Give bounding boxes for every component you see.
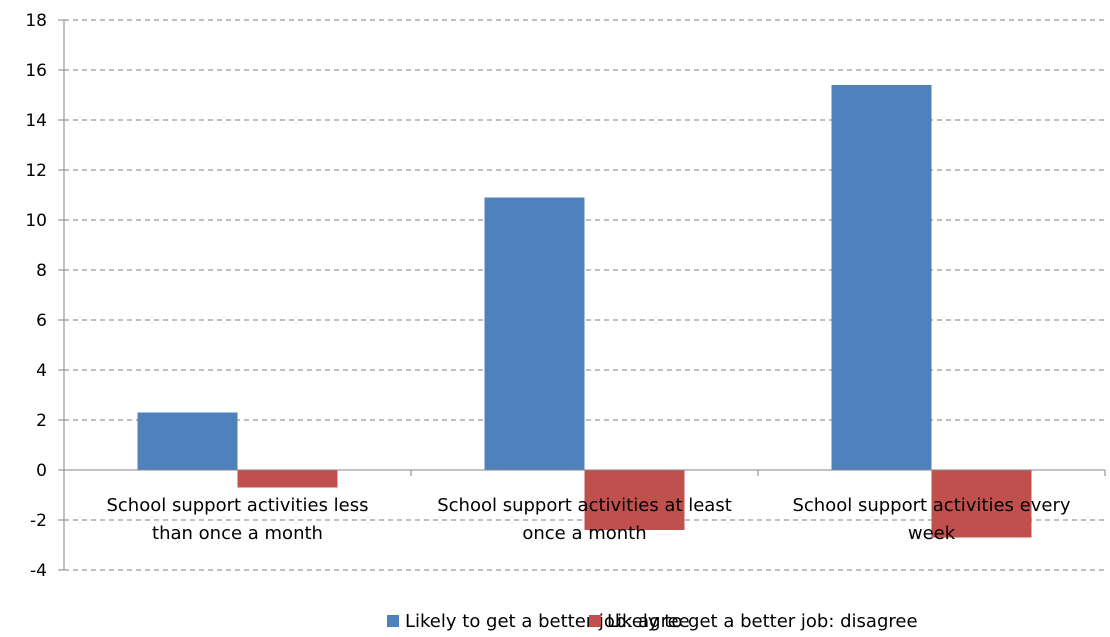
y-tick-label: 18 — [25, 11, 47, 31]
x-category-label: once a month — [522, 523, 646, 544]
y-tick-label: 6 — [36, 311, 47, 331]
x-category-label: than once a month — [152, 523, 323, 544]
y-tick-label: 16 — [25, 61, 47, 81]
y-tick-label: -4 — [30, 561, 47, 581]
x-category-label: School support activities every — [792, 495, 1070, 516]
bar-agree-1 — [484, 197, 585, 470]
bar-agree-2 — [831, 85, 932, 470]
y-tick-label: 10 — [25, 211, 47, 231]
legend-label-1: Likely to get a better job: disagree — [607, 611, 918, 632]
bar-disagree-1 — [584, 470, 685, 530]
bars — [137, 85, 1032, 538]
x-category-label: School support activities less — [106, 495, 368, 516]
legend-swatch-1 — [589, 615, 601, 627]
legend-swatch-0 — [387, 615, 399, 627]
x-category-label: School support activities at least — [437, 495, 732, 516]
bar-agree-0 — [137, 412, 238, 470]
y-tick-label: 14 — [25, 111, 47, 131]
bar-disagree-2 — [931, 470, 1032, 538]
axes — [58, 19, 1106, 571]
y-tick-label: 2 — [36, 411, 47, 431]
y-tick-label: -2 — [30, 511, 47, 531]
y-tick-label: 4 — [36, 361, 47, 381]
y-tick-label: 12 — [25, 161, 47, 181]
axis-labels: -4 -2 0 2 4 6 8 10 12 14 16 18 School support activi… — [25, 11, 1070, 581]
legend: Likely to get a better job: agreeLikely … — [387, 611, 918, 632]
legend-label-0: Likely to get a better job: agree — [405, 611, 690, 632]
y-tick-label: 8 — [36, 261, 47, 281]
bar-disagree-0 — [237, 470, 338, 488]
y-tick-label: 0 — [36, 461, 47, 481]
x-category-label: week — [908, 523, 956, 544]
